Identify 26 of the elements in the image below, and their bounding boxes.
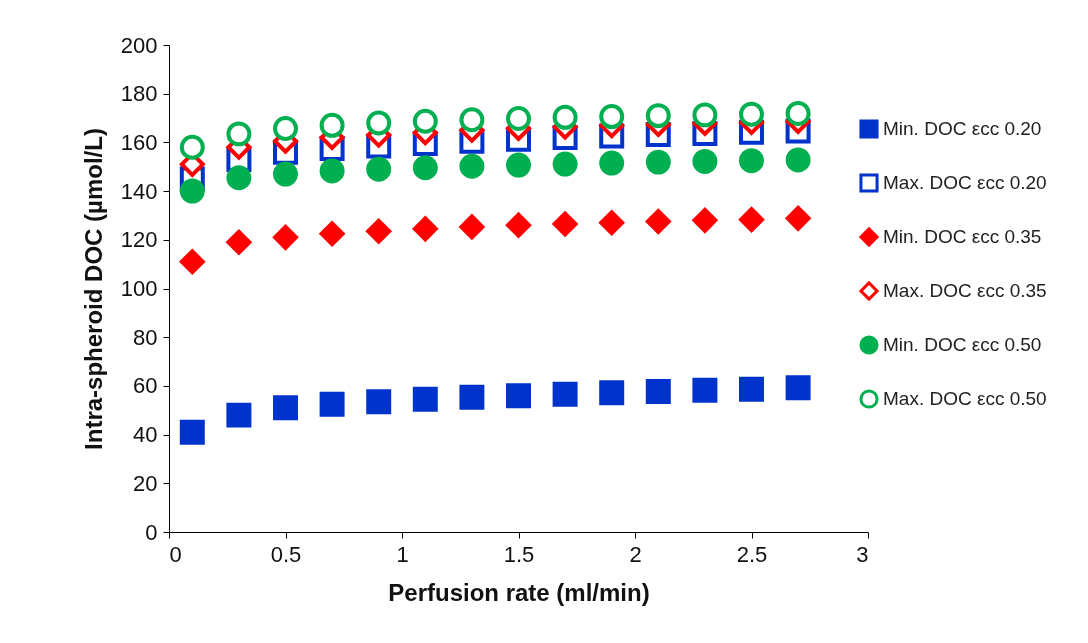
y-tick-label: 140 <box>120 178 158 204</box>
y-tick-label: 120 <box>120 227 158 253</box>
y-axis-title: Intra-spheroid DOC (µmol/L) <box>79 128 107 450</box>
x-tick-label: 2 <box>629 541 642 567</box>
y-tick-label: 40 <box>133 422 158 448</box>
x-tick-label: 3 <box>856 541 869 567</box>
y-tick-label: 160 <box>120 129 158 155</box>
legend-label: Max. DOC εcc 0.35 <box>883 280 1047 301</box>
y-tick-label: 180 <box>120 81 158 107</box>
y-tick-label: 20 <box>133 470 158 496</box>
x-axis-title: Perfusion rate (ml/min) <box>388 578 650 606</box>
legend-label: Min. DOC εcc 0.35 <box>883 226 1042 247</box>
x-tick-label: 0.5 <box>270 541 302 567</box>
legend-label: Min. DOC εcc 0.50 <box>883 334 1042 355</box>
y-tick-label: 80 <box>133 324 158 350</box>
y-tick-label: 60 <box>133 373 158 399</box>
x-tick-label: 0 <box>169 541 182 567</box>
legend-label: Max. DOC εcc 0.50 <box>883 388 1047 409</box>
x-tick-label: 1.5 <box>503 541 535 567</box>
x-tick-label: 2.5 <box>736 541 768 567</box>
y-tick-label: 0 <box>145 519 158 545</box>
y-tick-label: 200 <box>120 32 158 58</box>
x-tick-label: 1 <box>396 541 409 567</box>
legend-label: Max. DOC εcc 0.20 <box>883 172 1047 193</box>
legend-label: Min. DOC εcc 0.20 <box>883 118 1042 139</box>
y-tick-label: 100 <box>120 276 158 301</box>
